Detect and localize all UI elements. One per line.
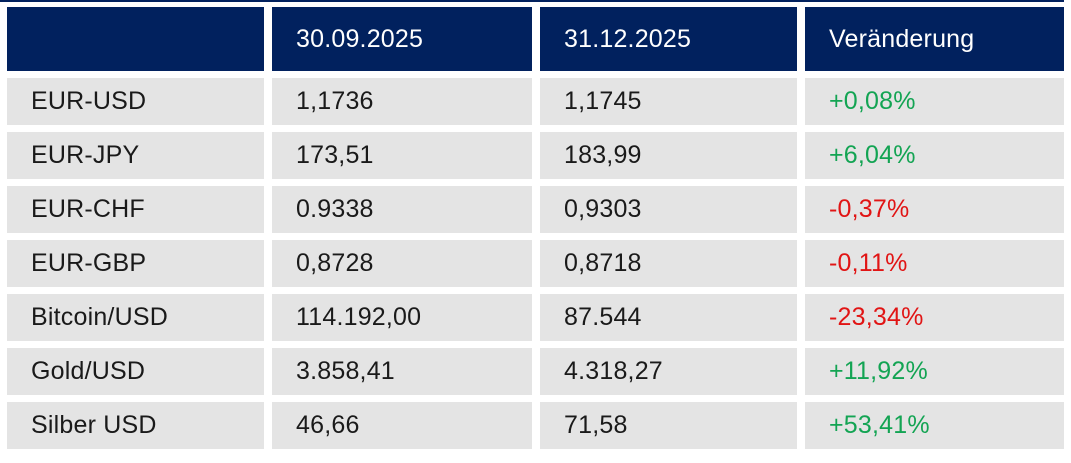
row-change: +6,04% [805,132,1064,179]
row-value-start: 1,1736 [272,78,532,125]
row-value-end: 71,58 [540,402,797,449]
row-label: Gold/USD [7,348,264,395]
row-label: EUR-CHF [7,186,264,233]
row-value-end: 0,9303 [540,186,797,233]
row-value-end: 0,8718 [540,240,797,287]
row-value-start: 3.858,41 [272,348,532,395]
header-cell-date-start: 30.09.2025 [272,7,532,71]
row-value-end: 87.544 [540,294,797,341]
row-label: Silber USD [7,402,264,449]
row-value-end: 4.318,27 [540,348,797,395]
header-cell-date-end: 31.12.2025 [540,7,797,71]
row-label: EUR-USD [7,78,264,125]
row-value-start: 173,51 [272,132,532,179]
currency-table: 30.09.2025 31.12.2025 Veränderung EUR-US… [7,7,1064,449]
row-value-start: 114.192,00 [272,294,532,341]
row-value-start: 46,66 [272,402,532,449]
row-change: +53,41% [805,402,1064,449]
row-change: -0,11% [805,240,1064,287]
row-value-end: 1,1745 [540,78,797,125]
row-value-start: 0.9338 [272,186,532,233]
row-change: +0,08% [805,78,1064,125]
row-change: -23,34% [805,294,1064,341]
row-change: +11,92% [805,348,1064,395]
row-change: -0,37% [805,186,1064,233]
row-value-start: 0,8728 [272,240,532,287]
row-label: EUR-GBP [7,240,264,287]
row-label: EUR-JPY [7,132,264,179]
row-value-end: 183,99 [540,132,797,179]
header-cell-instrument [7,7,264,71]
header-cell-change: Veränderung [805,7,1064,71]
row-label: Bitcoin/USD [7,294,264,341]
table-top-border [0,0,1064,2]
